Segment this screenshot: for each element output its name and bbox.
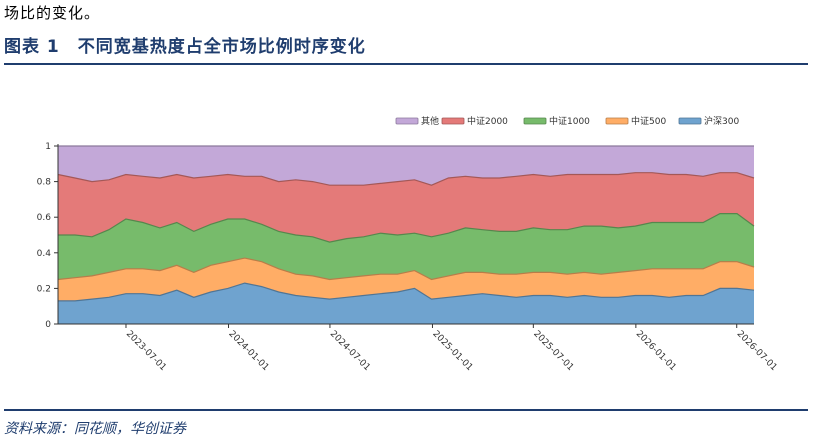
- y-tick-label: 1: [45, 142, 51, 152]
- source-note: 资料来源：同花顺，华创证券: [4, 421, 186, 437]
- area-series-1: [58, 258, 754, 301]
- legend-label: 沪深300: [704, 115, 739, 127]
- legend-label: 中证2000: [467, 115, 508, 127]
- y-tick-label: 0.2: [37, 284, 51, 294]
- legend-item: 其他: [395, 115, 439, 127]
- y-tick-label: 0: [45, 320, 51, 330]
- series-line-0: [58, 282, 755, 302]
- area-series-3: [58, 172, 754, 243]
- y-tick-label: 0.4: [37, 249, 52, 259]
- x-tick-label: 2025-07-01: [531, 329, 575, 373]
- legend-swatch: [605, 117, 629, 125]
- legend-swatch: [441, 117, 465, 125]
- x-tick-label: 2025-01-01: [430, 329, 474, 373]
- source-divider: [4, 409, 808, 411]
- legend-swatch: [678, 117, 702, 125]
- y-tick-label: 0.8: [37, 178, 52, 188]
- area-series-2: [58, 213, 754, 280]
- legend-label: 中证1000: [549, 115, 590, 127]
- series-line-2: [58, 213, 755, 243]
- legend-item: 中证500: [605, 115, 666, 127]
- area-series-4: [58, 146, 754, 186]
- y-tick-label: 0.6: [37, 213, 52, 223]
- x-tick-label: 2023-07-01: [124, 329, 168, 373]
- x-tick-label: 2024-01-01: [226, 329, 270, 373]
- title-divider: [4, 63, 808, 65]
- legend-swatch: [395, 117, 419, 125]
- legend-item: 中证2000: [441, 115, 508, 127]
- series-line-1: [57, 257, 755, 281]
- x-tick-label: 2026-07-01: [735, 329, 779, 373]
- intro-text-fragment: 场比的变化。: [4, 4, 101, 22]
- legend-item: 沪深300: [678, 115, 739, 127]
- legend-swatch: [523, 117, 547, 125]
- legend-label: 中证500: [631, 115, 666, 127]
- legend-item: 中证1000: [523, 115, 590, 127]
- x-tick-label: 2026-01-01: [634, 329, 678, 373]
- x-tick-label: 2024-07-01: [328, 329, 372, 373]
- series-line-3: [57, 172, 755, 186]
- area-layers: [57, 145, 755, 324]
- figure-title: 图表 1 不同宽基热度占全市场比例时序变化: [4, 37, 366, 57]
- area-series-0: [58, 283, 754, 324]
- legend-label: 其他: [421, 115, 439, 127]
